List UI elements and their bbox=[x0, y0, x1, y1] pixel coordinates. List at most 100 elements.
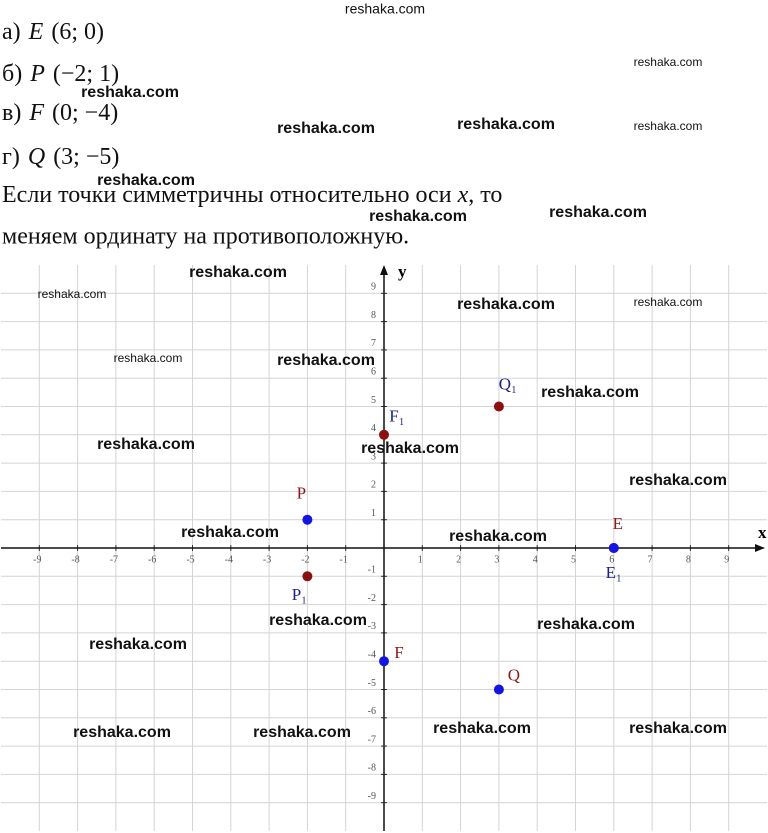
watermark: reshaka.com bbox=[634, 119, 703, 133]
point bbox=[379, 656, 389, 667]
y-tick-label: -1 bbox=[368, 565, 376, 576]
point bbox=[608, 543, 619, 553]
point-label: Q bbox=[508, 665, 520, 684]
item-label: в) bbox=[2, 100, 21, 126]
x-tick-label: -5 bbox=[186, 554, 194, 565]
x-tick-label: -7 bbox=[110, 554, 118, 565]
coords: (6; 0) bbox=[51, 19, 104, 45]
watermark: reshaka.com bbox=[634, 295, 703, 309]
y-tick-label: 7 bbox=[371, 338, 376, 349]
point-name: E bbox=[28, 19, 44, 45]
watermark: reshaka.com bbox=[541, 384, 639, 401]
y-arrow bbox=[380, 265, 388, 275]
point-name: P bbox=[29, 61, 45, 87]
x-tick-label: -4 bbox=[225, 554, 233, 565]
explanation-text: , то bbox=[468, 182, 502, 208]
answer-line: в) F (0; −4) bbox=[2, 100, 118, 126]
x-tick-label: 8 bbox=[686, 554, 691, 565]
item-label: г) bbox=[2, 144, 20, 170]
explanation-text: Если точки симметричны относительно оси bbox=[2, 182, 452, 208]
solution-text: а) E (6; 0) б) P (−2; 1) в) F (0; −4) г) Q (3; −5) Е… bbox=[2, 19, 502, 250]
watermark: reshaka.com bbox=[277, 120, 375, 137]
x-arrow bbox=[755, 544, 765, 552]
point-label: E₁ bbox=[606, 563, 622, 582]
watermark: reshaka.com bbox=[345, 1, 425, 17]
y-tick-label: -8 bbox=[368, 763, 376, 774]
coords: (3; −5) bbox=[53, 144, 119, 170]
x-tick-label: 4 bbox=[533, 554, 538, 565]
x-tick-label: 5 bbox=[571, 554, 576, 565]
y-tick-label: 1 bbox=[371, 508, 376, 519]
point-label: E bbox=[613, 514, 623, 533]
watermark: reshaka.com bbox=[457, 296, 555, 313]
point bbox=[302, 571, 313, 582]
coordinate-plane: -9 -8 -7 -6 -5 -4 -3 -2 -1 1 2 3 4 5 6 7 8 9 -9 -8 -7 -6 -5 -4 -… bbox=[1, 262, 767, 831]
x-tick-label: -8 bbox=[71, 554, 79, 565]
answer-line: б) P (−2; 1) bbox=[2, 61, 119, 87]
y-tick-label: -3 bbox=[368, 621, 376, 632]
watermark: reshaka.com bbox=[361, 440, 459, 457]
y-tick-label: -2 bbox=[368, 593, 376, 604]
x-tick-label: -1 bbox=[340, 554, 348, 565]
x-tick-label: 7 bbox=[648, 554, 653, 565]
x-tick-label: 1 bbox=[418, 554, 423, 565]
explanation-line: Если точки симметричны относительно оси x… bbox=[2, 182, 502, 208]
watermark: reshaka.com bbox=[457, 116, 555, 133]
y-tick-label: 4 bbox=[371, 423, 376, 434]
watermark: reshaka.com bbox=[81, 84, 179, 101]
x-axis-label: x bbox=[758, 523, 767, 542]
watermark: reshaka.com bbox=[73, 724, 171, 741]
point-name: F bbox=[28, 100, 44, 126]
y-tick-label: -7 bbox=[368, 734, 376, 745]
watermark: reshaka.com bbox=[629, 472, 727, 489]
watermark: reshaka.com bbox=[369, 208, 467, 225]
y-tick-label: -9 bbox=[368, 791, 376, 802]
x-tick-label: -2 bbox=[301, 554, 309, 565]
watermark: reshaka.com bbox=[97, 436, 195, 453]
watermark: reshaka.com bbox=[181, 524, 279, 541]
watermark: reshaka.com bbox=[629, 720, 727, 737]
watermark: reshaka.com bbox=[433, 720, 531, 737]
y-tick-label: 8 bbox=[371, 310, 376, 321]
x-tick-label: 3 bbox=[494, 554, 499, 565]
axis-name: x bbox=[457, 182, 469, 208]
watermark: reshaka.com bbox=[634, 55, 703, 69]
answer-line: г) Q (3; −5) bbox=[2, 144, 119, 170]
watermark: reshaka.com bbox=[549, 204, 647, 221]
x-tick-label: -6 bbox=[148, 554, 156, 565]
watermarks: reshaka.com reshaka.com reshaka.com reshaka… bbox=[38, 1, 727, 742]
x-tick-label: 9 bbox=[724, 554, 729, 565]
point bbox=[493, 401, 504, 412]
point-label: F₁ bbox=[389, 407, 404, 426]
watermark: reshaka.com bbox=[89, 636, 187, 653]
coords: (−2; 1) bbox=[53, 61, 119, 87]
x-tick-label: 6 bbox=[609, 554, 614, 565]
point-label: F bbox=[394, 643, 403, 662]
item-label: а) bbox=[2, 19, 21, 45]
watermark: reshaka.com bbox=[449, 528, 547, 545]
watermark: reshaka.com bbox=[114, 351, 183, 365]
point-name: Q bbox=[28, 144, 45, 170]
y-tick-label: -5 bbox=[368, 678, 376, 689]
y-tick-label: 9 bbox=[371, 282, 376, 293]
point-label: P₁ bbox=[292, 585, 307, 604]
point bbox=[379, 429, 389, 440]
y-tick-label: -4 bbox=[368, 649, 376, 660]
watermark: reshaka.com bbox=[97, 172, 195, 189]
watermark: reshaka.com bbox=[38, 287, 107, 301]
explanation-line: меняем ординату на противоположную. bbox=[2, 224, 409, 250]
y-tick-label: 6 bbox=[371, 366, 376, 377]
watermark: reshaka.com bbox=[537, 616, 635, 633]
point-label: P bbox=[297, 484, 306, 503]
watermark: reshaka.com bbox=[277, 352, 375, 369]
item-label: б) bbox=[2, 61, 22, 87]
y-axis-label: y bbox=[398, 262, 407, 281]
x-tick-label: -9 bbox=[33, 554, 41, 565]
answer-line: а) E (6; 0) bbox=[2, 19, 104, 45]
y-tick-label: 3 bbox=[371, 451, 376, 462]
point-label: Q₁ bbox=[499, 374, 517, 393]
x-tick-label: -3 bbox=[263, 554, 271, 565]
watermark: reshaka.com bbox=[269, 612, 367, 629]
